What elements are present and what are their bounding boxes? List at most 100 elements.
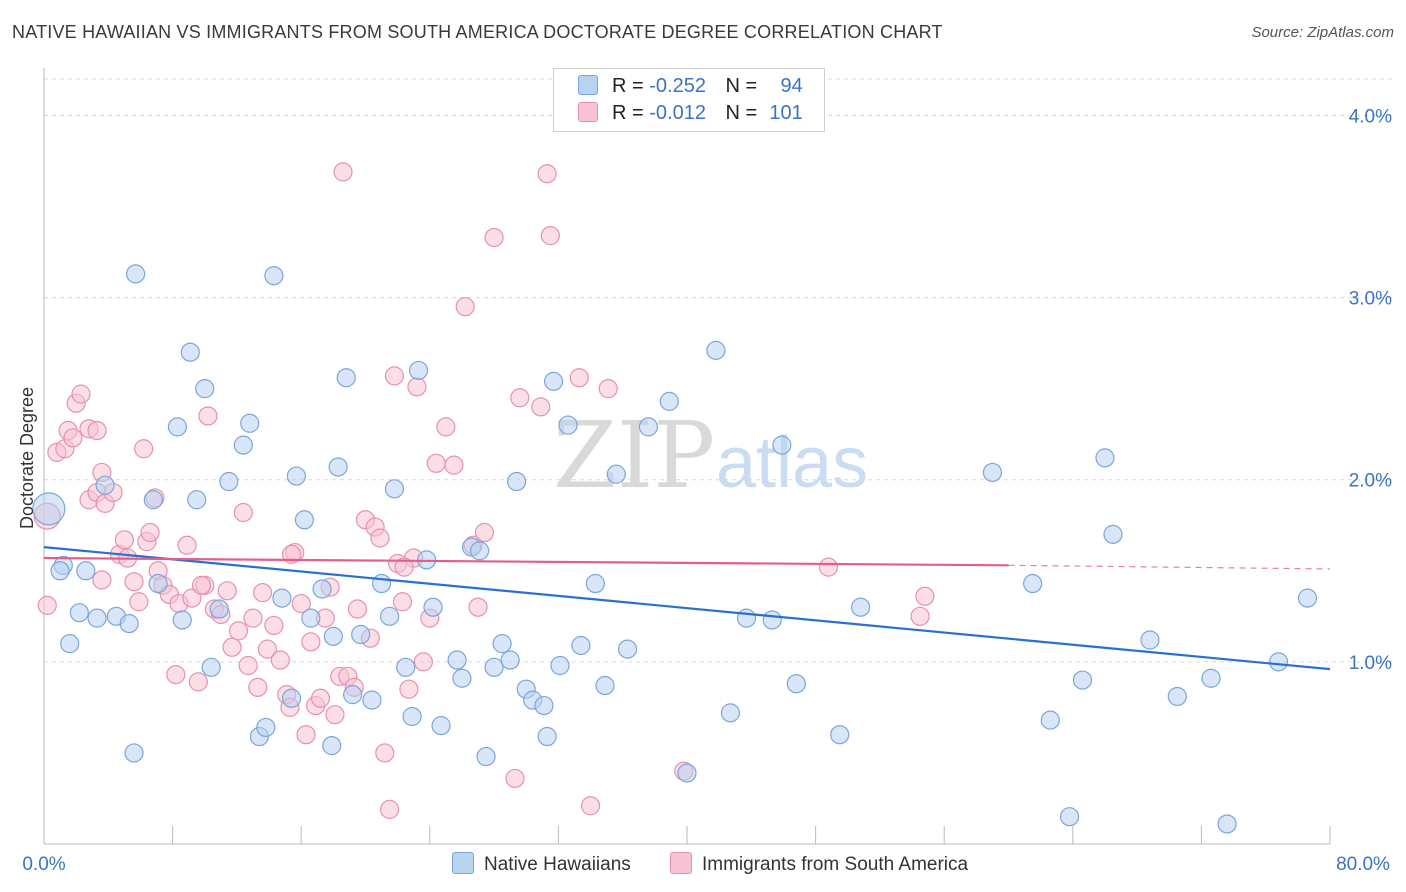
correlation-legend: R = -0.252 N = 94 R = -0.012 N = 101 [553,68,825,132]
data-point [484,657,504,677]
data-point [1103,524,1123,544]
data-point [540,226,560,246]
data-point [119,614,139,634]
r-label: R = [612,75,644,97]
data-point [60,634,80,654]
data-point [264,266,284,286]
data-point [143,490,163,510]
data-point [188,672,208,692]
data-point [772,435,792,455]
data-point [736,608,757,628]
data-point [436,417,456,437]
data-point [336,368,356,388]
data-point [537,164,557,184]
data-point [195,379,215,399]
data-point [500,650,520,670]
legend-row-immigrants: R = -0.012 N = 101 [578,102,803,128]
data-point [392,592,413,612]
data-point [310,688,331,708]
data-point [333,162,353,182]
data-point [347,599,368,619]
data-point [291,593,311,614]
trend-line-immigrants-extension [1008,564,1331,570]
data-point [264,615,284,636]
data-point [484,227,504,248]
data-point [531,397,551,417]
r-value: -0.252 [649,75,706,97]
data-point [402,706,422,727]
legend-label: Native Hawaiians [484,854,631,875]
blue-swatch [578,75,598,95]
data-point [431,716,451,736]
data-point [595,675,615,696]
data-point [426,453,446,473]
data-point [606,464,626,484]
data-point [476,746,496,767]
data-point [187,490,207,510]
data-point [217,581,237,601]
data-point [312,579,332,599]
data-point [423,597,443,617]
data-point [507,471,527,492]
data-point [720,703,741,723]
data-point [126,264,146,284]
data-point [69,603,89,623]
data-point [134,439,154,459]
data-point [167,417,188,437]
data-point [248,677,268,697]
data-point [1040,710,1060,730]
y-tick-label: 4.0% [1349,106,1392,127]
n-label: N = [725,75,758,97]
data-point [384,366,405,386]
data-point [384,479,405,499]
data-point [256,717,276,738]
data-point [281,688,302,708]
data-point [569,368,589,388]
data-point [851,597,871,617]
data-point [301,632,321,652]
data-point [915,586,935,606]
data-point [1268,652,1289,672]
data-point [301,608,321,628]
data-point [92,570,112,590]
data-point [76,561,96,581]
data-point [543,371,564,391]
trend-line-immigrants [43,556,1009,567]
data-point [219,471,239,492]
data-point [322,736,342,756]
data-point [375,743,395,763]
legend-row-native-hawaiians: R = -0.252 N = 94 [578,75,803,101]
data-point [233,502,253,523]
y-tick-label: 3.0% [1349,289,1392,310]
trend-line-native-hawaiians [43,546,1331,671]
data-point [296,725,316,745]
data-point [399,679,419,699]
bottom-legend-native-hawaiians: Native Hawaiians [452,852,631,876]
data-point [257,639,278,659]
data-point [534,695,554,716]
n-value: 94 [780,75,803,97]
data-point [323,626,343,646]
data-point [492,634,512,654]
data-point [1140,630,1160,650]
data-point [1217,814,1237,834]
y-tick-label: 2.0% [1349,471,1392,492]
data-point [243,608,263,628]
data-point [396,657,416,677]
data-point [408,360,429,381]
data-point [87,608,107,628]
data-point [468,597,488,617]
data-point [222,637,242,657]
data-point [32,492,66,526]
data-point [638,417,659,437]
source-label: Source: ZipAtlas.com [1251,24,1394,41]
data-point [580,796,601,816]
data-point [124,743,144,763]
bottom-legend-immigrants: Immigrants from South America [670,852,968,876]
data-point [166,665,186,685]
data-point [452,668,472,688]
data-point [182,588,202,608]
data-point [598,379,618,399]
data-point [343,685,363,705]
r-label: R = [612,102,644,124]
